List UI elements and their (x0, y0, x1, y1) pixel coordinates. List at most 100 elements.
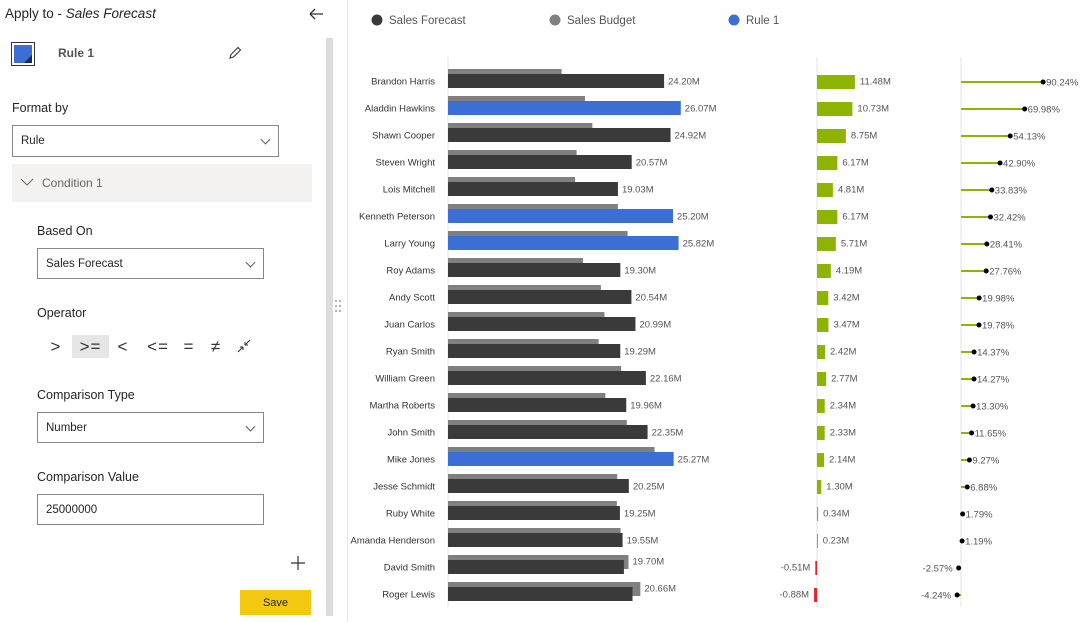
percent-label: 9.27% (972, 456, 999, 467)
lollipop-dot (983, 268, 989, 274)
legend-label: Sales Budget (567, 15, 636, 27)
operator-button[interactable]: >= (72, 335, 109, 358)
variance-label: 0.34M (823, 509, 849, 520)
operator-between-button[interactable] (236, 338, 252, 354)
percent-label: 14.27% (977, 375, 1010, 386)
variance-label: 3.47M (833, 320, 859, 331)
apply-to-field: Sales Forecast (65, 6, 156, 21)
category-label: Ryan Smith (386, 347, 435, 358)
collapse-icon (20, 178, 34, 186)
variance-label: 2.33M (830, 428, 856, 439)
percent-label: 6.88% (970, 483, 997, 494)
operator-button[interactable]: > (50, 336, 62, 356)
variance-label: 6.17M (842, 158, 868, 169)
value-label: 24.92M (675, 131, 707, 142)
variance-label: 2.14M (829, 455, 855, 466)
category-label: Ruby White (386, 509, 435, 520)
category-label: Roy Adams (386, 266, 435, 277)
variance-bar (817, 345, 825, 359)
variance-bar (817, 156, 838, 170)
percent-label: 33.83% (995, 186, 1028, 197)
comparison-value-input[interactable]: 25000000 (37, 494, 264, 525)
category-label: Lois Mitchell (383, 185, 435, 196)
value-label: 19.96M (630, 401, 662, 412)
operator-button[interactable]: < (117, 336, 129, 356)
percent-label: 69.98% (1028, 105, 1061, 116)
percent-label: 54.13% (1013, 132, 1046, 143)
forecast-bar (448, 155, 632, 169)
operator-button[interactable]: = (183, 336, 195, 356)
category-label: Brandon Harris (371, 77, 435, 88)
format-panel: Apply to - Sales Forecast Rule 1 Format … (0, 0, 325, 622)
percent-label: 14.37% (977, 348, 1010, 359)
forecast-bar (448, 452, 674, 466)
value-label: 20.99M (639, 320, 671, 331)
variance-bar (817, 102, 853, 116)
save-button[interactable]: Save (240, 590, 311, 615)
add-button[interactable] (290, 555, 306, 571)
splitter-handle[interactable] (334, 298, 342, 318)
percent-label: 90.24% (1046, 78, 1079, 89)
divider (347, 0, 348, 622)
operator-button[interactable]: <= (147, 336, 169, 356)
lollipop-dot (959, 538, 965, 544)
variance-label: 2.34M (830, 401, 856, 412)
edit-button[interactable] (227, 45, 243, 61)
category-label: Roger Lewis (382, 590, 435, 601)
based-on-dropdown[interactable]: Sales Forecast (37, 248, 264, 279)
lollipop-dot (976, 295, 982, 301)
percent-label: 1.79% (966, 510, 993, 521)
forecast-bar (448, 587, 633, 601)
category-label: Kenneth Peterson (359, 212, 435, 223)
variance-label: 5.71M (841, 239, 867, 250)
value-label: 20.57M (636, 158, 668, 169)
forecast-bar (448, 263, 621, 277)
format-by-value: Rule (21, 135, 45, 147)
condition-title: Condition 1 (42, 176, 103, 190)
operator-button[interactable]: ≠ (210, 336, 222, 356)
scrollbar[interactable] (326, 38, 333, 616)
forecast-bar (448, 425, 648, 439)
category-label: Mike Jones (387, 455, 435, 466)
percent-label: 42.90% (1003, 159, 1036, 170)
percent-label: 13.30% (976, 402, 1009, 413)
percent-label: 28.41% (990, 240, 1023, 251)
category-label: Steven Wright (376, 158, 436, 169)
based-on-value: Sales Forecast (46, 257, 123, 270)
format-by-label: Format by (12, 101, 69, 115)
lollipop-dot (971, 349, 977, 355)
operator-label: Operator (37, 306, 87, 320)
back-button[interactable] (306, 4, 326, 24)
variance-bar (817, 318, 829, 332)
condition-header[interactable]: Condition 1 (12, 164, 312, 202)
forecast-bar (448, 101, 681, 115)
value-label: 19.29M (624, 347, 656, 358)
value-label: 19.55M (627, 536, 659, 547)
forecast-bar (448, 74, 665, 88)
forecast-bar (448, 182, 618, 196)
value-label: 19.25M (624, 509, 656, 520)
forecast-bar (448, 344, 621, 358)
comparison-value: 25000000 (46, 503, 98, 516)
variance-label: 0.23M (823, 536, 849, 547)
forecast-bar (448, 398, 627, 412)
format-by-dropdown[interactable]: Rule (12, 125, 279, 157)
lollipop-dot (954, 592, 960, 598)
lollipop-dot (1022, 106, 1028, 112)
legend-marker (728, 14, 740, 26)
rule-name: Rule 1 (58, 46, 95, 60)
legend-label: Sales Forecast (389, 15, 467, 27)
variance-label: 2.77M (831, 374, 857, 385)
variance-label: 2.42M (830, 347, 856, 358)
comparison-type-dropdown[interactable]: Number (37, 412, 264, 443)
color-swatch[interactable] (11, 42, 35, 66)
value-label: 22.16M (650, 374, 682, 385)
category-label: Shawn Cooper (372, 131, 435, 142)
variance-label: 10.73M (857, 104, 889, 115)
variance-label: 8.75M (851, 131, 877, 142)
category-label: David Smith (384, 563, 435, 574)
variance-label: 4.81M (838, 185, 864, 196)
variance-bar (817, 426, 825, 440)
category-label: Larry Young (384, 239, 435, 250)
